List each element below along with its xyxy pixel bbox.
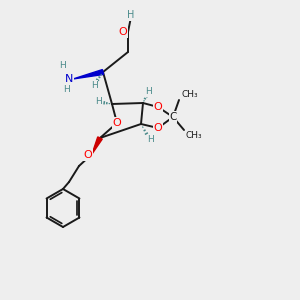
Polygon shape [73, 70, 103, 79]
Text: O: O [118, 27, 127, 37]
Text: O: O [84, 150, 92, 160]
Text: H: H [145, 88, 152, 97]
Text: H: H [127, 10, 135, 20]
Text: H: H [64, 85, 70, 94]
Text: C: C [169, 112, 177, 122]
Polygon shape [92, 137, 102, 154]
Text: O: O [154, 102, 162, 112]
Text: O: O [154, 123, 162, 133]
Text: H: H [147, 136, 153, 145]
Text: CH₃: CH₃ [186, 131, 202, 140]
Text: O: O [112, 118, 122, 128]
Text: N: N [65, 74, 73, 84]
Text: H: H [91, 80, 98, 89]
Text: H: H [96, 98, 102, 106]
Text: CH₃: CH₃ [181, 90, 198, 99]
Text: H: H [60, 61, 66, 70]
